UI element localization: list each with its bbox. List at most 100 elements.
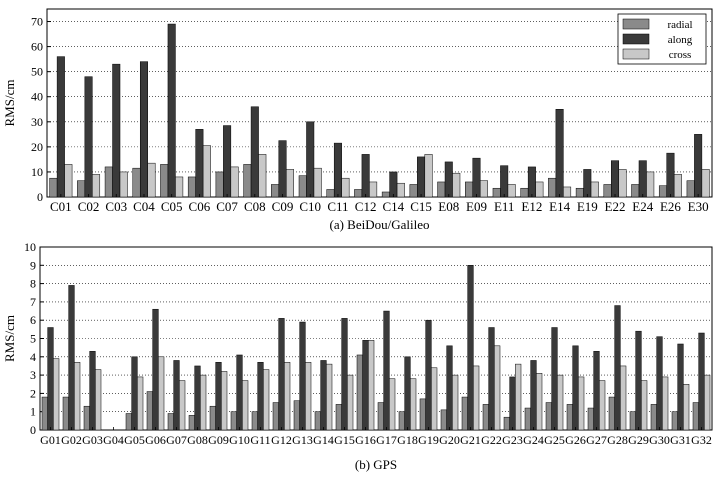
y-tick-label: 1 <box>30 405 36 419</box>
bar-cross-c03 <box>119 171 128 198</box>
x-tick-label: G06 <box>145 433 166 447</box>
bar-along-g15 <box>341 318 348 431</box>
y-tick-label: 9 <box>30 258 36 272</box>
bar-along-g24 <box>530 360 537 431</box>
x-tick-label: C09 <box>272 199 294 214</box>
bar-radial-g26 <box>566 404 573 431</box>
bar-along-c07 <box>223 125 232 198</box>
x-tick-label: G01 <box>40 433 61 447</box>
x-tick-label: G07 <box>166 433 187 447</box>
bar-along-c15 <box>417 156 426 198</box>
x-tick-label: C06 <box>189 199 211 214</box>
bar-radial-e22 <box>603 184 612 198</box>
bar-radial-e14 <box>548 177 557 198</box>
bar-radial-g07 <box>167 413 174 431</box>
bar-radial-g19 <box>419 398 426 431</box>
bar-along-e19 <box>583 169 592 198</box>
bar-cross-g03 <box>95 369 102 431</box>
x-tick-label: E30 <box>688 199 709 214</box>
legend-label-along: along <box>668 34 693 46</box>
bar-cross-g09 <box>221 371 228 431</box>
bar-cross-g22 <box>494 345 501 431</box>
bar-cross-g11 <box>263 369 270 431</box>
x-tick-label: G18 <box>397 433 418 447</box>
bar-along-e30 <box>694 134 703 198</box>
bar-radial-g24 <box>524 407 531 431</box>
x-tick-label: G08 <box>187 433 208 447</box>
y-tick-label: 8 <box>30 277 36 291</box>
legend: radial along cross <box>617 13 707 65</box>
x-tick-label: G11 <box>250 433 270 447</box>
bar-cross-g23 <box>515 363 522 431</box>
bar-along-g32 <box>698 332 705 431</box>
bar-along-e11 <box>500 165 509 198</box>
bar-along-g10 <box>236 354 243 431</box>
x-tick-label: G10 <box>229 433 250 447</box>
bar-cross-g20 <box>452 374 459 431</box>
bar-cross-e26 <box>673 174 682 198</box>
bar-cross-g26 <box>578 376 585 431</box>
bar-radial-g02 <box>62 396 69 431</box>
bar-radial-c09 <box>271 184 280 198</box>
bar-along-c05 <box>167 23 176 198</box>
bar-along-g25 <box>551 327 558 431</box>
x-tick-label: G26 <box>565 433 586 447</box>
x-tick-label: C05 <box>161 199 183 214</box>
bar-radial-g29 <box>629 411 636 431</box>
bar-group-g14 <box>314 360 333 431</box>
bar-group-g24 <box>524 360 543 431</box>
y-tick-label: 60 <box>31 40 43 54</box>
y-tick-label: 6 <box>30 313 36 327</box>
bar-group-g31 <box>671 343 690 431</box>
bar-cross-g32 <box>704 374 711 431</box>
y-axis-label: RMS/cm <box>2 80 17 127</box>
x-tick-label: G22 <box>481 433 502 447</box>
bar-group-e14 <box>548 109 572 198</box>
bar-radial-g11 <box>251 411 258 431</box>
bar-cross-g25 <box>557 374 564 431</box>
bar-group-e22 <box>603 160 627 198</box>
bar-along-g20 <box>446 345 453 431</box>
bar-radial-g09 <box>209 405 216 431</box>
bar-along-g17 <box>383 310 390 431</box>
bar-cross-g01 <box>53 358 60 431</box>
legend-label-radial: radial <box>667 19 692 31</box>
bar-cross-g05 <box>137 376 144 431</box>
bar-radial-g27 <box>587 407 594 431</box>
bar-cross-g14 <box>326 363 333 431</box>
bar-cross-c14 <box>396 182 405 198</box>
bar-cross-c01 <box>64 164 73 198</box>
bar-group-e26 <box>658 152 682 198</box>
bar-along-g01 <box>47 327 54 431</box>
bar-cross-e09 <box>479 180 488 198</box>
x-tick-label: E24 <box>632 199 653 214</box>
bar-radial-g32 <box>692 402 699 431</box>
bar-along-c12 <box>361 154 370 198</box>
bar-radial-c03 <box>104 166 113 198</box>
bar-along-g05 <box>131 356 138 431</box>
bar-group-c12 <box>354 154 378 198</box>
bar-cross-g12 <box>284 362 291 431</box>
bar-along-g18 <box>404 356 411 431</box>
bar-cross-e24 <box>646 171 655 198</box>
bar-cross-c10 <box>313 167 322 198</box>
bar-radial-g18 <box>398 411 405 431</box>
bar-cross-g27 <box>599 380 606 431</box>
bar-cross-e14 <box>563 186 572 198</box>
bar-radial-g31 <box>671 411 678 431</box>
bar-along-g29 <box>635 330 642 431</box>
bar-along-c11 <box>333 142 342 198</box>
bar-along-c02 <box>84 76 93 198</box>
x-tick-label: G09 <box>208 433 229 447</box>
x-tick-label: G21 <box>460 433 481 447</box>
bar-radial-g03 <box>83 405 90 431</box>
bar-group-g11 <box>251 362 270 431</box>
bar-radial-c14 <box>381 191 390 198</box>
bar-group-g07 <box>167 360 186 431</box>
x-tick-label: E22 <box>605 199 626 214</box>
bar-group-g21 <box>461 265 480 431</box>
bar-group-e11 <box>492 165 516 198</box>
x-tick-label: G23 <box>502 433 523 447</box>
bar-radial-e11 <box>492 187 501 198</box>
bar-cross-e12 <box>535 181 544 198</box>
